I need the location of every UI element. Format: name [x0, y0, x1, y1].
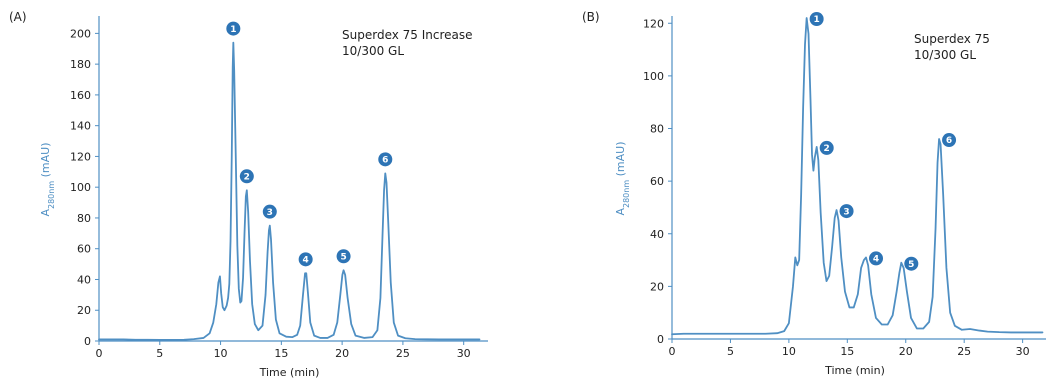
peak-badge	[904, 256, 919, 271]
y-axis-label-main: A	[39, 209, 52, 217]
x-tick-label: 5	[156, 347, 163, 360]
y-tick-label: 60	[77, 243, 91, 256]
y-axis-label-sub: 280nm	[47, 181, 56, 209]
y-tick-label: 40	[650, 228, 664, 241]
y-axis-label: A280nm (mAU)	[614, 141, 631, 215]
peak-badge-label: 1	[230, 25, 236, 35]
y-tick-label: 100	[643, 70, 664, 83]
column-annotation-line: Superdex 75	[914, 32, 990, 46]
peak-badge-label: 4	[873, 255, 879, 265]
y-tick-label: 20	[650, 280, 664, 293]
peak-badge	[942, 133, 957, 148]
y-tick-label: 120	[643, 17, 664, 30]
peak-badge-label: 1	[814, 15, 820, 25]
x-tick-label: 30	[457, 347, 471, 360]
x-axis-label: Time (min)	[259, 366, 320, 379]
x-tick-label: 30	[1016, 345, 1030, 358]
column-annotation-line: 10/300 GL	[914, 48, 976, 62]
peak-badge-label: 2	[824, 144, 830, 154]
x-tick-label: 15	[274, 347, 288, 360]
x-tick-label: 20	[899, 345, 913, 358]
peak-badge	[239, 169, 254, 184]
x-axis-label: Time (min)	[824, 364, 885, 377]
y-tick-label: 120	[70, 150, 91, 163]
x-tick-label: 5	[727, 345, 734, 358]
peak-badge	[298, 252, 313, 267]
x-tick-label: 0	[96, 347, 103, 360]
chart-panel-b: 0 20 40 60 80 100 120 0 5 10 15 20 25 30 1 2 3 4 5 6 (B) Supe…	[582, 10, 1046, 377]
y-axis-label-unit: (mAU)	[39, 142, 52, 180]
y-tick-label: 60	[650, 175, 664, 188]
y-tick-label: 80	[77, 212, 91, 225]
y-axis-label: A280nm (mAU)	[39, 142, 56, 216]
chromatogram-line	[98, 41, 481, 341]
y-axis-label-unit: (mAU)	[614, 141, 627, 179]
peak-badge-label: 5	[908, 260, 914, 270]
peak-badge	[378, 152, 393, 167]
y-axis-label-sub: 280nm	[622, 180, 631, 208]
y-tick-label: 20	[77, 304, 91, 317]
y-axis-label-main: A	[614, 208, 627, 216]
peak-badge	[226, 21, 241, 36]
peak-badge-label: 6	[382, 156, 388, 166]
peak-badge-label: 5	[340, 252, 346, 262]
panel-label: (B)	[582, 10, 600, 24]
y-tick-label: 180	[70, 58, 91, 71]
peak-badge-label: 3	[843, 207, 849, 217]
panel-label: (A)	[9, 10, 27, 24]
x-tick-label: 25	[957, 345, 971, 358]
x-tick-label: 15	[840, 345, 854, 358]
y-tick-label: 0	[84, 335, 91, 348]
y-tick-label: 200	[70, 27, 91, 40]
x-tick-label: 0	[669, 345, 676, 358]
peak-badge	[336, 249, 351, 264]
y-tick-label: 140	[70, 120, 91, 133]
x-tick-label: 10	[214, 347, 228, 360]
peak-badge	[839, 204, 854, 219]
y-tick-label: 160	[70, 89, 91, 102]
peak-badge	[809, 12, 824, 26]
peak-badge	[869, 251, 884, 266]
column-annotation-line: 10/300 GL	[342, 44, 404, 58]
x-tick-label: 25	[396, 347, 410, 360]
x-tick-label: 20	[335, 347, 349, 360]
y-tick-label: 40	[77, 273, 91, 286]
column-annotation-line: Superdex 75 Increase	[342, 28, 473, 42]
peak-badge-label: 4	[303, 256, 309, 266]
peak-badge-label: 3	[267, 208, 273, 218]
y-tick-label: 100	[70, 181, 91, 194]
x-tick-label: 10	[782, 345, 796, 358]
peak-badge-label: 6	[946, 136, 952, 146]
peak-badge	[262, 204, 277, 219]
y-tick-label: 0	[657, 333, 664, 346]
peak-badge-label: 2	[244, 172, 250, 182]
chromatogram-line	[671, 17, 1044, 336]
y-tick-label: 80	[650, 123, 664, 136]
peak-badge	[819, 140, 834, 155]
